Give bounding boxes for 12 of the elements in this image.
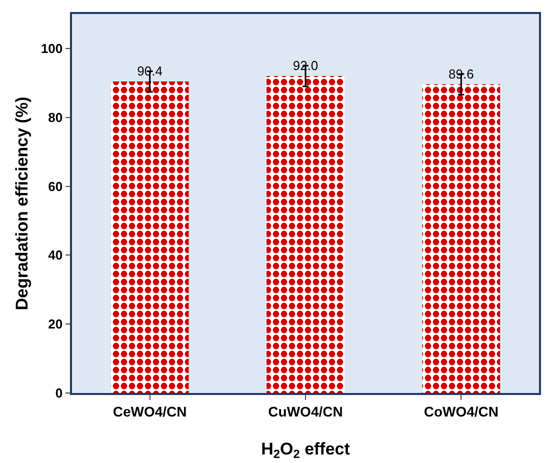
x-tick-label: CuWO4/CN <box>268 404 343 420</box>
y-tick-label: 40 <box>48 248 63 263</box>
y-tick-label: 80 <box>48 110 63 125</box>
x-tick-label: CoWO4/CN <box>424 404 499 420</box>
x-tick-label: CeWO4/CN <box>112 404 187 420</box>
x-axis-title: H$_{2}$O$_{2}$ effect <box>261 440 350 462</box>
data-label: 92.0 <box>292 58 318 74</box>
y-tick-label: 100 <box>40 41 63 56</box>
y-axis-title: Degradation efficiency (%) <box>12 96 32 310</box>
y-tick-label: 20 <box>48 316 63 332</box>
y-tick-label: 0 <box>55 386 63 401</box>
y-tick-label: 60 <box>48 178 63 194</box>
